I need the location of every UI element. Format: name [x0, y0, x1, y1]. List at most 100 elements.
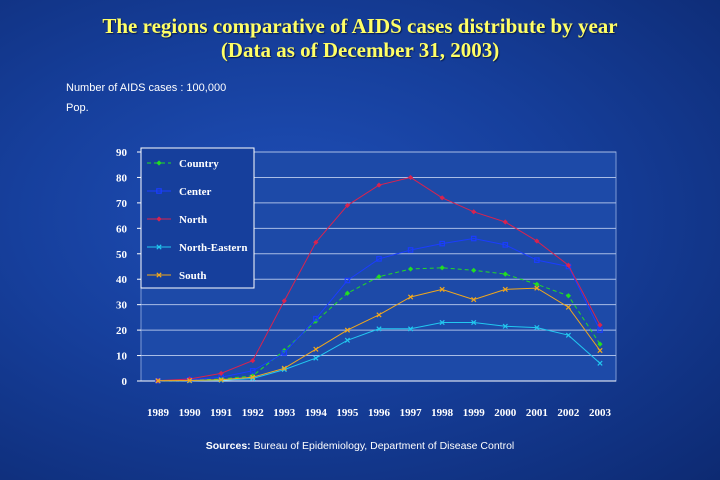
y-tick-label: 60	[116, 223, 128, 235]
source-note: Sources: Bureau of Epidemiology, Departm…	[0, 440, 720, 452]
y-tick-label: 40	[116, 274, 128, 286]
data-point	[534, 281, 540, 287]
x-tick-label: 1994	[305, 407, 328, 419]
x-tick-label: 1990	[179, 407, 202, 419]
data-point	[502, 219, 508, 225]
legend-label: North-Eastern	[179, 242, 247, 254]
legend-label: South	[179, 270, 207, 282]
data-point	[407, 294, 414, 300]
data-point	[597, 322, 603, 328]
data-point	[281, 366, 287, 373]
data-point	[471, 267, 477, 273]
data-point-stroke	[344, 337, 351, 343]
data-point	[376, 326, 382, 332]
data-point	[281, 365, 287, 371]
x-tick-label: 1992	[242, 407, 265, 419]
data-point-stroke	[155, 378, 161, 384]
series-group	[155, 174, 603, 384]
data-point	[344, 277, 351, 284]
data-point-stroke	[344, 327, 351, 333]
title-line-2: (Data as of December 31, 2003)	[220, 38, 500, 62]
data-point	[186, 376, 193, 382]
data-point	[439, 240, 445, 247]
data-point	[218, 377, 224, 383]
y-axis: 0 10 20 30 40 50 60 70 80 90	[116, 147, 141, 388]
data-point	[218, 370, 224, 376]
data-point-stroke	[376, 312, 382, 318]
data-point	[344, 327, 351, 333]
y-tick-label: 70	[116, 198, 128, 210]
y-tick-label: 80	[116, 172, 128, 184]
data-point-stroke	[186, 377, 193, 384]
x-tick-label: 2003	[589, 407, 612, 419]
data-point-stroke	[597, 347, 603, 354]
data-point-stroke	[281, 365, 287, 371]
series-line	[157, 237, 601, 382]
data-point-stroke	[502, 286, 508, 293]
data-point	[250, 374, 256, 380]
data-point	[376, 256, 382, 262]
data-point-stroke	[250, 374, 256, 380]
x-tick-label: 1998	[431, 407, 454, 419]
data-point-stroke	[597, 360, 603, 366]
data-point	[250, 358, 256, 364]
legend-label: Center	[179, 186, 211, 198]
unit-note: Number of AIDS cases : 100,000	[66, 82, 227, 94]
data-point	[376, 274, 382, 280]
data-point	[156, 160, 162, 166]
source-label: Sources:	[205, 440, 251, 452]
series-line	[157, 267, 601, 382]
data-point-stroke	[156, 244, 162, 250]
data-point	[156, 272, 162, 278]
data-point-stroke	[313, 346, 319, 352]
x-tick-label: 1996	[368, 407, 391, 419]
data-point	[439, 286, 445, 293]
data-point	[565, 332, 572, 338]
x-tick-label: 1995	[336, 407, 359, 419]
data-point-stroke	[407, 294, 414, 300]
data-point	[439, 195, 445, 201]
data-point	[597, 347, 603, 354]
data-point	[313, 346, 319, 352]
x-tick-label: 1999	[463, 407, 486, 419]
data-point	[534, 257, 540, 263]
unit-note-pop: Pop.	[66, 102, 89, 114]
x-axis: 1989 1990 1991 1992 1993 1994 1995 1996 1997 1998…	[141, 380, 616, 419]
data-point-stroke	[218, 377, 224, 383]
x-tick-label: 1991	[210, 407, 232, 419]
data-point	[156, 244, 162, 250]
data-point	[597, 360, 603, 366]
data-point	[565, 262, 572, 268]
data-point	[281, 350, 288, 356]
data-point-stroke	[534, 324, 540, 331]
y-tick-label: 0	[122, 376, 128, 388]
data-point-stroke	[534, 285, 540, 291]
data-point	[439, 319, 445, 326]
data-point-stroke	[471, 319, 477, 326]
data-point	[376, 182, 382, 188]
data-point	[407, 174, 414, 181]
data-point	[471, 296, 477, 303]
data-point	[186, 377, 193, 384]
source-text: Bureau of Epidemiology, Department of Di…	[253, 440, 515, 452]
x-tick-label: 1989	[147, 407, 170, 419]
y-tick-label: 10	[116, 351, 128, 363]
data-point	[471, 319, 477, 326]
x-tick-label: 2002	[557, 407, 580, 419]
data-point	[534, 324, 540, 331]
data-point	[156, 216, 162, 222]
data-point-stroke	[565, 332, 572, 338]
data-point	[597, 341, 603, 347]
data-point	[565, 304, 572, 310]
title-line-1: The regions comparative of AIDS cases di…	[102, 14, 618, 38]
data-point	[376, 312, 382, 318]
data-point	[250, 373, 256, 379]
y-tick-label: 90	[116, 147, 128, 159]
y-tick-label: 50	[116, 249, 128, 261]
x-tick-label: 2001	[526, 407, 548, 419]
y-tick-label: 30	[116, 300, 128, 312]
x-tick-label: 1997	[400, 407, 423, 419]
data-point-stroke	[439, 319, 445, 326]
data-point	[439, 265, 445, 271]
